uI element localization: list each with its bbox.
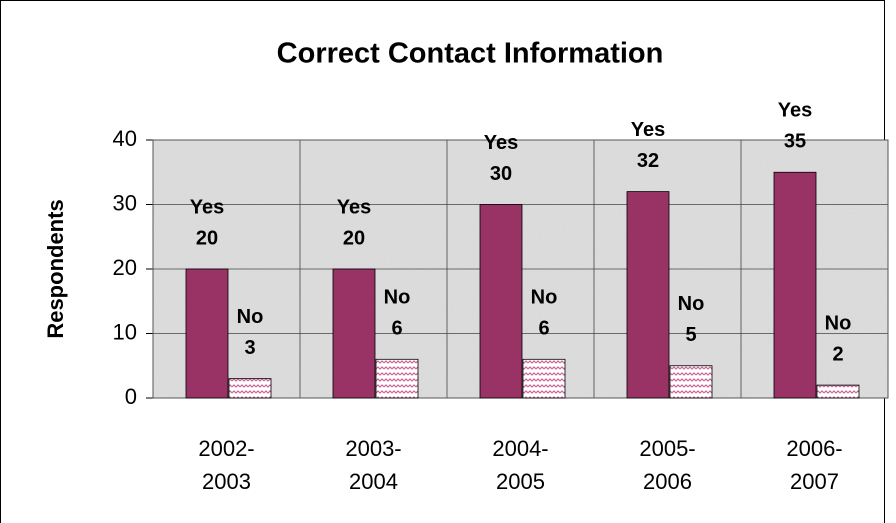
chart-title: Correct Contact Information [277, 38, 664, 70]
x-tick-label: 2004-2005 [492, 436, 549, 494]
y-axis-label: Respondents [43, 199, 68, 338]
bar [185, 268, 229, 399]
data-label: 20 [196, 227, 218, 249]
bar [773, 171, 817, 399]
data-label: 6 [391, 318, 402, 340]
data-label: 32 [637, 150, 659, 172]
x-tick-label: 2002-2003 [198, 436, 255, 494]
data-label-name: Yes [484, 132, 518, 154]
data-label: 30 [490, 163, 512, 185]
y-tick-label: 30 [113, 190, 137, 215]
data-label-name: Yes [631, 119, 665, 141]
x-tick-label: 2006-2007 [786, 436, 843, 494]
bar [375, 358, 419, 399]
bar [816, 384, 860, 399]
bar [332, 268, 376, 399]
bar [228, 378, 272, 399]
y-tick-label: 40 [113, 126, 137, 151]
y-tick-label: 10 [113, 319, 137, 344]
bar [669, 365, 713, 399]
data-label: 35 [784, 131, 806, 153]
data-label-name: No [825, 312, 852, 334]
data-label-name: No [384, 287, 411, 309]
bar [626, 191, 670, 399]
x-tick-label: 2005-2006 [639, 436, 696, 494]
bar [522, 358, 566, 399]
data-label-name: Yes [337, 196, 371, 218]
y-tick-label: 20 [113, 255, 137, 280]
data-label: 5 [685, 324, 696, 346]
data-label-name: Yes [778, 100, 812, 122]
data-label: 3 [244, 337, 255, 359]
bar [479, 204, 523, 399]
data-label-name: No [531, 287, 558, 309]
data-label: 2 [832, 343, 843, 365]
x-tick-label: 2003-2004 [345, 436, 402, 494]
data-label: 6 [538, 318, 549, 340]
data-label-name: Yes [190, 196, 224, 218]
data-label-name: No [678, 293, 705, 315]
y-tick-label: 0 [125, 384, 137, 409]
data-label: 20 [343, 227, 365, 249]
data-label-name: No [237, 306, 264, 328]
